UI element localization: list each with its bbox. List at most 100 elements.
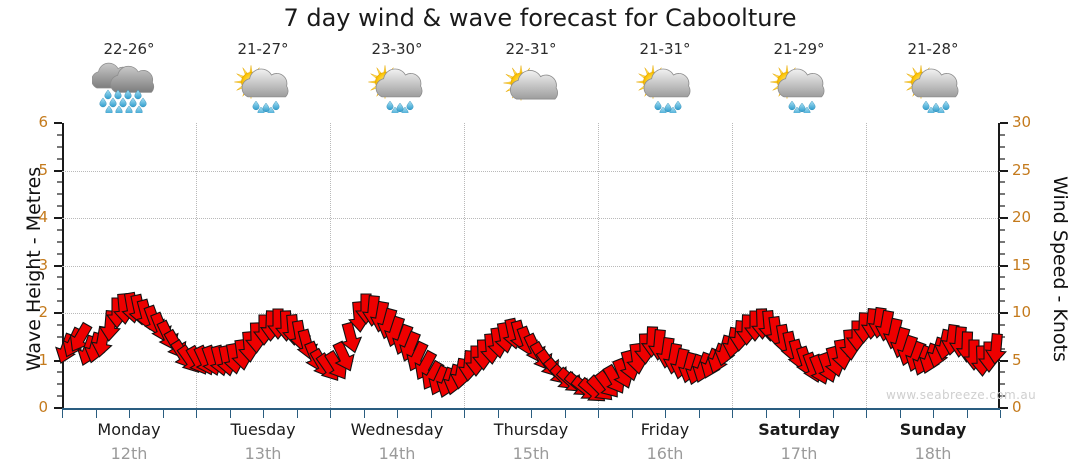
day-label-strip: Monday 12th Tuesday 13th Wednesday 14th Thursd… [62,418,1000,470]
x-axis-tick [363,410,365,418]
right-axis-minor-tick [1000,145,1005,148]
left-axis-minor-tick [57,181,62,184]
left-axis-tick-label: 6 [38,113,48,131]
right-axis-minor-tick [1000,240,1005,243]
left-axis-minor-tick [57,371,62,374]
temperature-range: 21-29° [773,40,825,58]
right-axis-minor-tick [1000,252,1005,255]
temperature-range: 23-30° [371,40,423,58]
sun-cloud-icon [494,61,568,113]
left-axis-tick [54,359,62,362]
day-name: Tuesday [230,420,296,439]
left-axis-minor-tick [57,288,62,291]
left-axis-minor-tick [57,193,62,196]
day-label-sunday: Sunday 18th [866,418,1000,470]
day-date: 12th [110,444,148,463]
right-axis-tick [1000,264,1008,267]
temperature-range: 21-28° [907,40,959,58]
x-axis-tick [966,410,968,418]
right-axis-tick [1000,122,1008,124]
right-axis-minor-tick [1000,371,1005,374]
right-axis-minor-tick [1000,323,1005,326]
x-axis-tick [832,410,834,418]
day-header-strip: 22-26° 21-27° [62,38,1000,120]
day-name: Sunday [899,420,967,439]
x-axis-tick [933,410,934,418]
right-axis-minor-tick [1000,383,1005,386]
left-axis-minor-tick [57,276,62,279]
sun-cloud-rain-icon [896,61,970,113]
left-axis-minor-tick [57,335,62,338]
x-axis-tick [899,410,901,418]
x-axis-baseline [62,408,1000,410]
right-axis-minor-tick [1000,157,1005,160]
day-header-monday: 22-26° [62,38,196,120]
x-axis-tick [397,410,398,418]
right-axis-minor-tick [1000,276,1005,279]
right-axis-tick [1000,359,1008,362]
day-header-friday: 21-31° [598,38,732,120]
gridline-horizontal [62,170,1000,172]
temperature-range: 21-27° [237,40,289,58]
left-axis-tick-label: 0 [38,398,48,416]
day-name: Saturday [758,420,840,439]
left-axis-minor-tick [57,383,62,386]
plot-area [54,123,1008,410]
right-axis-tick [1000,169,1008,172]
day-date: 18th [914,444,952,463]
day-date: 17th [780,444,818,463]
day-header-wednesday: 23-30° [330,38,464,120]
x-axis-tick [497,410,499,418]
right-axis-minor-tick [1000,347,1005,350]
x-axis-tick [564,410,566,418]
x-axis-tick [296,410,298,418]
right-axis-tick-label: 5 [1012,350,1022,369]
gridline-day-divider [732,123,733,408]
left-axis-tick-label: 1 [38,350,48,369]
x-axis-tick [464,410,465,418]
day-label-tuesday: Tuesday 13th [196,418,330,470]
sun-cloud-rain-icon [628,61,702,113]
x-axis-tick [196,410,197,418]
watermark: www.seabreeze.com.au [886,388,1037,402]
x-axis-tick [263,410,264,418]
left-axis-minor-tick [57,323,62,326]
sun-cloud-rain-icon [762,61,836,113]
day-name: Friday [640,420,690,439]
left-axis-minor-tick [57,133,62,136]
wind-direction-arrow [985,333,1008,365]
rain-heavy-icon [92,61,166,113]
day-label-thursday: Thursday 15th [464,418,598,470]
day-label-friday: Friday 16th [598,418,732,470]
gridline-horizontal [62,265,1000,267]
left-axis-tick [54,264,62,267]
sun-cloud-rain-icon [360,61,434,113]
x-axis-tick [330,410,331,418]
right-axis-title: Wind Speed - Knots [1049,176,1071,362]
left-axis-minor-tick [57,205,62,208]
right-axis-minor-tick [1000,133,1005,136]
x-axis-tick [1000,410,1001,418]
day-label-saturday: Saturday 17th [732,418,866,470]
left-axis-tick [54,169,62,172]
gridline-day-divider [196,123,197,408]
x-axis-tick [598,410,599,418]
left-axis-tick [54,217,62,219]
right-axis-tick-label: 25 [1012,160,1032,179]
right-axis-tick-label: 15 [1012,255,1032,274]
right-axis-tick [1000,312,1008,314]
sun-cloud-rain-icon [226,61,300,113]
left-axis-minor-tick [57,240,62,243]
wind-direction-arrow [338,321,365,355]
temperature-range: 21-31° [639,40,691,58]
gridline-day-divider [866,123,867,408]
day-label-monday: Monday 12th [62,418,196,470]
x-axis-tick [430,410,432,418]
day-date: 16th [646,444,684,463]
day-header-tuesday: 21-27° [196,38,330,120]
right-axis-minor-tick [1000,205,1005,208]
right-axis-minor-tick [1000,288,1005,291]
right-axis-minor-tick [1000,300,1005,303]
temperature-range: 22-31° [505,40,557,58]
x-axis-tick [229,410,231,418]
